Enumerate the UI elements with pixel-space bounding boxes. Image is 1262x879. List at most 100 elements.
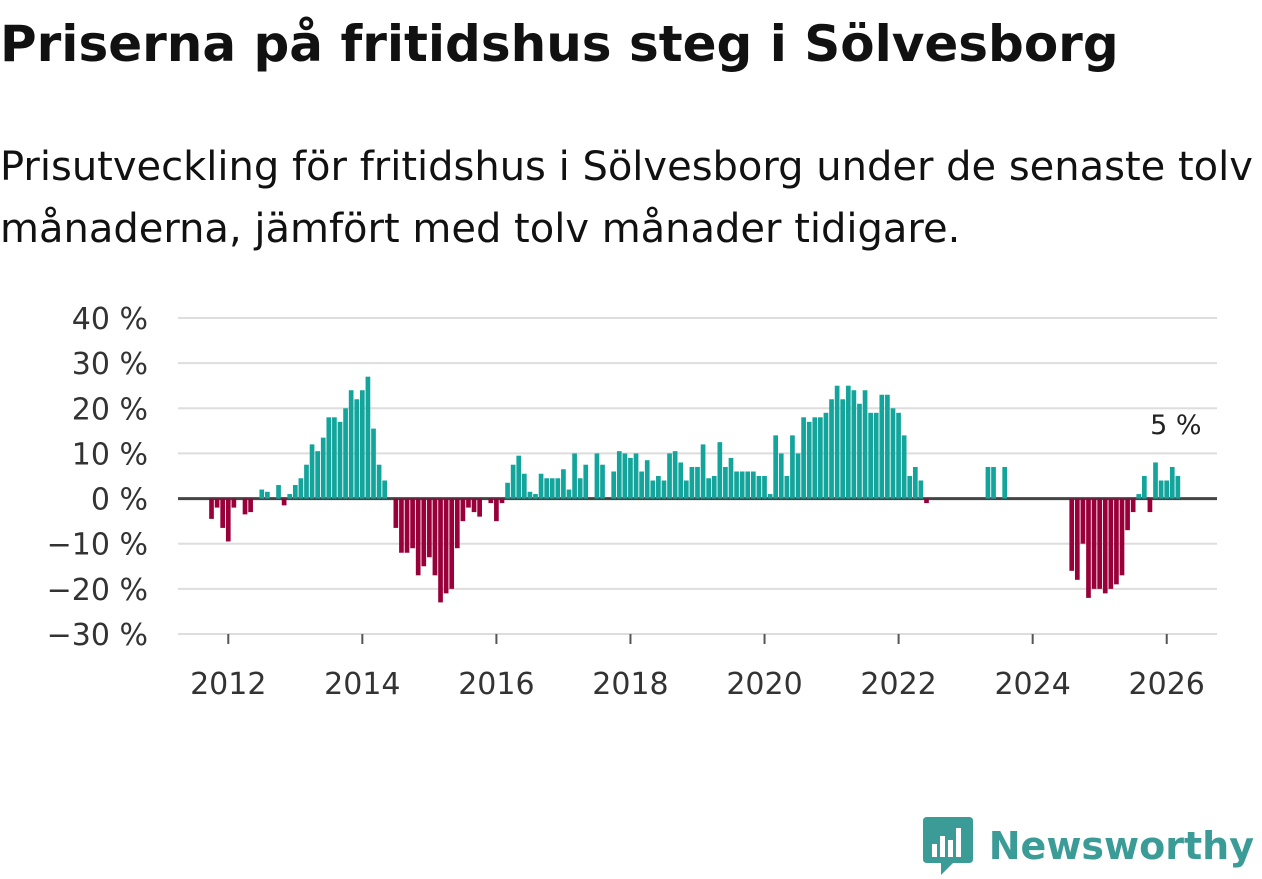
x-tick-label: 2022 bbox=[860, 667, 936, 702]
annotations: 5 % bbox=[1150, 410, 1201, 441]
bar bbox=[890, 408, 896, 499]
bar bbox=[611, 471, 617, 499]
bar bbox=[818, 417, 823, 499]
bar bbox=[795, 453, 801, 499]
bar bbox=[499, 498, 505, 504]
bar bbox=[834, 385, 840, 499]
bar bbox=[577, 478, 583, 499]
bar bbox=[806, 421, 812, 499]
bar bbox=[656, 476, 661, 499]
bar bbox=[1080, 498, 1086, 544]
bar bbox=[778, 453, 784, 499]
bar bbox=[494, 498, 499, 522]
bar bbox=[259, 489, 265, 499]
bar bbox=[516, 455, 522, 499]
bar bbox=[762, 476, 767, 499]
x-tick-label: 2016 bbox=[458, 667, 534, 702]
bar bbox=[432, 498, 438, 576]
bar bbox=[521, 473, 527, 499]
bar bbox=[644, 460, 650, 499]
bar bbox=[767, 494, 773, 499]
bar bbox=[488, 498, 494, 504]
bar bbox=[427, 498, 432, 558]
bar bbox=[220, 498, 226, 528]
bar bbox=[616, 451, 622, 499]
bar bbox=[1102, 498, 1108, 594]
bar bbox=[348, 390, 354, 499]
bar bbox=[896, 412, 901, 499]
bar bbox=[823, 412, 829, 499]
bar bbox=[1130, 498, 1136, 513]
bar bbox=[583, 464, 589, 499]
bar bbox=[1142, 476, 1147, 499]
y-tick-label: 0 % bbox=[91, 483, 148, 518]
bar bbox=[750, 471, 756, 499]
newsworthy-logo-icon bbox=[922, 817, 973, 875]
bar bbox=[214, 498, 220, 508]
bar bbox=[1136, 494, 1142, 499]
bar bbox=[706, 478, 711, 499]
bar bbox=[728, 457, 734, 499]
bar bbox=[549, 478, 555, 499]
bar bbox=[410, 498, 415, 549]
bar bbox=[672, 451, 678, 499]
bar bbox=[371, 428, 376, 499]
bar bbox=[1125, 498, 1130, 531]
bar bbox=[415, 498, 421, 576]
bar bbox=[773, 435, 779, 499]
y-tick-label: −20 % bbox=[47, 573, 148, 608]
bar bbox=[393, 498, 399, 528]
bar bbox=[1097, 498, 1102, 589]
bars bbox=[209, 376, 1181, 603]
bar bbox=[242, 498, 248, 515]
bar bbox=[376, 464, 382, 499]
bar bbox=[723, 466, 728, 499]
bar bbox=[667, 453, 672, 499]
bar bbox=[711, 476, 717, 499]
bar bbox=[359, 390, 365, 499]
bar bbox=[594, 453, 600, 499]
x-tick-label: 2014 bbox=[324, 667, 400, 702]
bar bbox=[829, 399, 834, 499]
bar bbox=[326, 417, 332, 499]
bar bbox=[717, 442, 723, 499]
bar bbox=[840, 399, 846, 499]
bar bbox=[438, 498, 443, 603]
bar bbox=[292, 485, 298, 499]
y-tick-label: 20 % bbox=[72, 392, 148, 427]
bar bbox=[689, 466, 695, 499]
bar bbox=[527, 491, 533, 499]
bar bbox=[845, 385, 851, 499]
bar bbox=[561, 469, 566, 499]
x-tick-label: 2026 bbox=[1129, 667, 1205, 702]
bar bbox=[555, 478, 561, 499]
x-tick-label: 2024 bbox=[994, 667, 1070, 702]
bar bbox=[505, 482, 510, 499]
bar bbox=[924, 498, 929, 504]
bar bbox=[739, 471, 745, 499]
bar bbox=[1069, 498, 1075, 571]
bar bbox=[538, 473, 544, 499]
bar-chart: −30 %−20 %−10 %0 %10 %20 %30 %40 % 2012 2… bbox=[47, 302, 1217, 702]
bar bbox=[650, 480, 656, 499]
y-tick-label: −10 % bbox=[47, 528, 148, 563]
bar bbox=[1108, 498, 1114, 589]
bar bbox=[315, 451, 320, 499]
bar bbox=[248, 498, 253, 513]
bar bbox=[454, 498, 460, 549]
bar bbox=[449, 498, 455, 589]
bar bbox=[622, 453, 628, 499]
y-tick-label: 40 % bbox=[72, 302, 148, 337]
bar bbox=[873, 412, 879, 499]
bar bbox=[756, 476, 762, 499]
bar bbox=[857, 403, 862, 499]
bar bbox=[510, 464, 516, 499]
bar bbox=[683, 480, 689, 499]
bar bbox=[918, 480, 924, 499]
bar bbox=[907, 476, 913, 499]
bar bbox=[365, 376, 371, 499]
bar bbox=[1091, 498, 1097, 589]
bar bbox=[1169, 466, 1175, 499]
bar bbox=[600, 464, 605, 499]
bar bbox=[533, 494, 538, 499]
